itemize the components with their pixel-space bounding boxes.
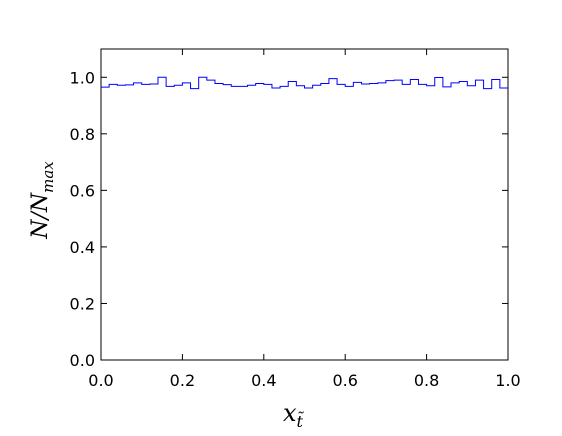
x-tick-label-4: 0.8 bbox=[414, 371, 439, 390]
x-axis-title: xt̃ bbox=[283, 399, 304, 431]
y-tick-label-3: 0.6 bbox=[70, 181, 95, 200]
y-axis-title-main: N/N bbox=[28, 192, 53, 240]
x-tick-label-3: 0.6 bbox=[332, 371, 357, 390]
plot-frame bbox=[100, 48, 509, 361]
y-axis-title-subscript: max bbox=[39, 161, 57, 193]
x-axis-title-subscript: t̃ bbox=[297, 411, 305, 431]
x-tick-label-5: 1.0 bbox=[495, 371, 520, 390]
y-tick-label-1: 0.2 bbox=[70, 294, 95, 313]
y-tick-label-4: 0.8 bbox=[70, 125, 95, 144]
x-tick-label-0: 0.0 bbox=[88, 371, 113, 390]
tick-marks bbox=[100, 49, 509, 361]
tick-labels: 0.0 0.2 0.4 0.6 0.8 1.0 0.0 0.2 0.4 0.6 0.8 1.0 bbox=[70, 68, 521, 390]
x-tick-label-1: 0.2 bbox=[170, 371, 195, 390]
y-tick-label-0: 0.0 bbox=[70, 351, 95, 370]
y-tick-label-5: 1.0 bbox=[70, 68, 95, 87]
x-tick-label-2: 0.4 bbox=[251, 371, 276, 390]
x-axis-title-main: x bbox=[283, 399, 297, 427]
y-tick-label-2: 0.4 bbox=[70, 238, 95, 257]
histogram-step-line bbox=[101, 76, 509, 360]
y-axis-title: N/Nmax bbox=[28, 161, 57, 240]
